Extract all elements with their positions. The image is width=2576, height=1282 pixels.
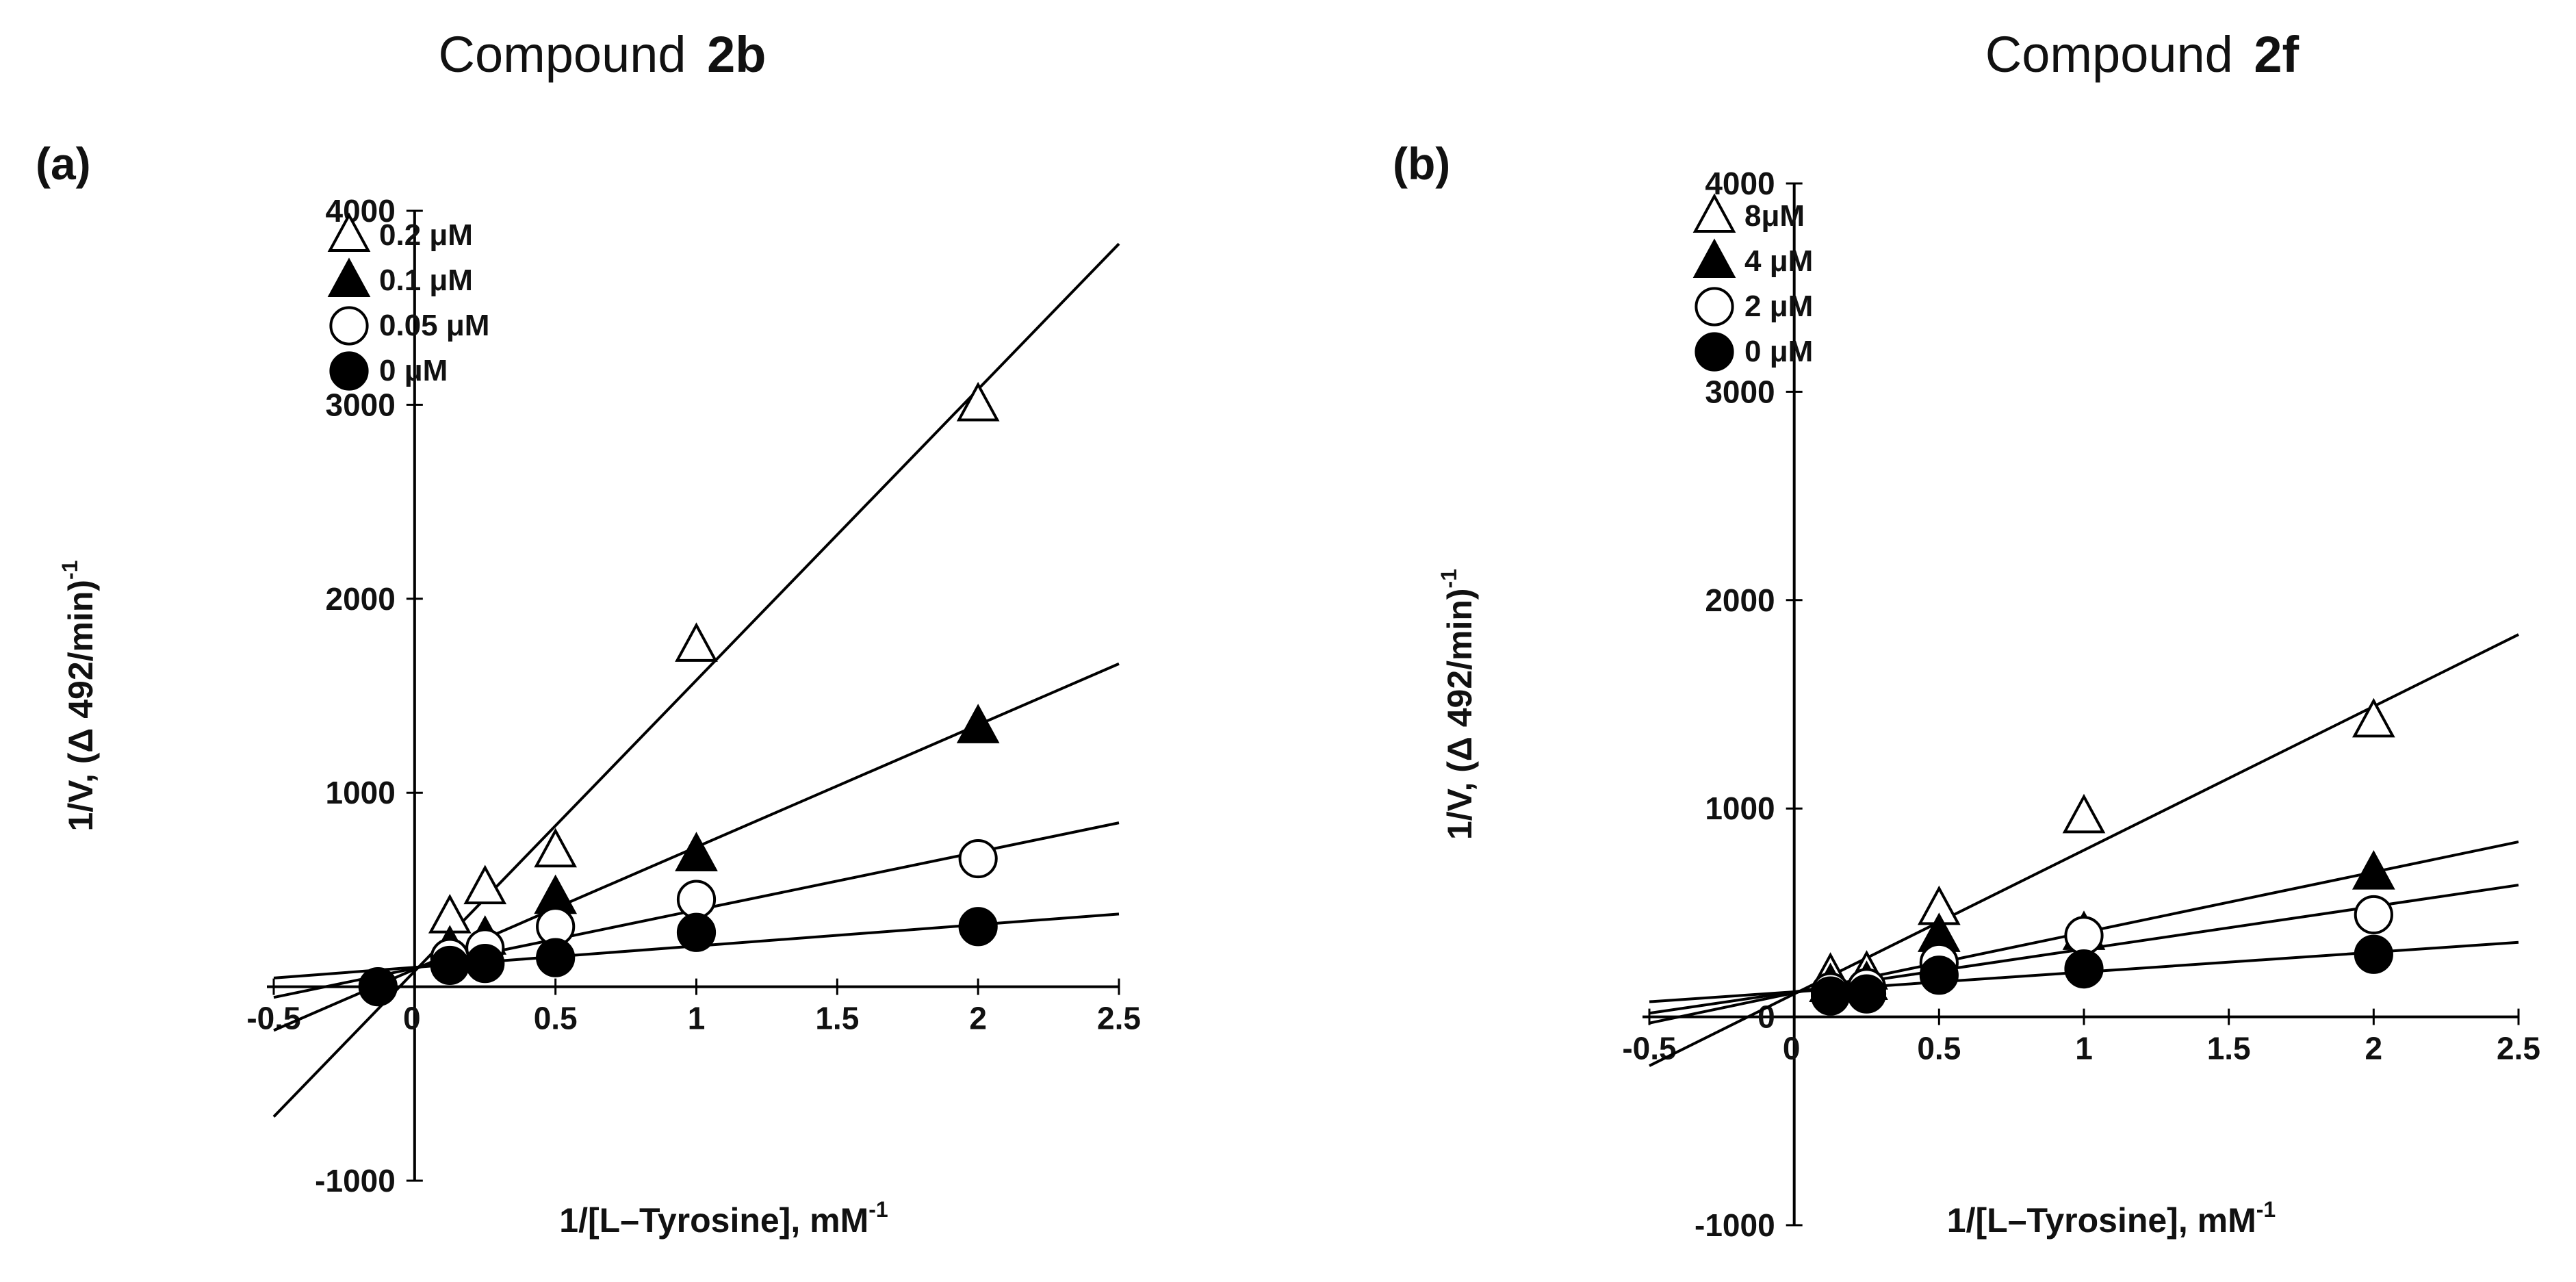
y-tick-label: 3000 — [325, 387, 395, 422]
fit-line-1 — [1649, 633, 2519, 1067]
x-tick-label: 0 — [1783, 1031, 1801, 1066]
chart-title: Compound 2f — [1985, 26, 2300, 83]
data-point-series-4 — [2354, 934, 2393, 974]
legend-label-2: 4 μM — [1744, 244, 1813, 278]
data-point-series-4 — [430, 945, 469, 986]
x-axis-label: 1/[L–Tyrosine], mM-1 — [559, 1197, 888, 1240]
x-axis-label-text: 1/[L–Tyrosine], mM — [559, 1201, 868, 1240]
y-tick-label: 3000 — [1705, 374, 1775, 409]
data-point-series-1 — [534, 828, 578, 868]
data-point-series-4 — [358, 967, 398, 1007]
data-point-series-2 — [675, 832, 718, 871]
chart-title-text: Compound — [439, 26, 701, 83]
x-tick-label: 1.5 — [815, 1001, 859, 1036]
panel-label: (b) — [1393, 138, 1450, 189]
legend-marker-1 — [1692, 193, 1736, 233]
x-tick-label: 0.5 — [534, 1001, 578, 1036]
legend-label-4: 0 μM — [1744, 335, 1813, 368]
data-point-series-1 — [2062, 793, 2106, 834]
data-point-series-3 — [958, 838, 998, 879]
data-point-series-4 — [465, 943, 505, 984]
y-axis-label-sup: -1 — [57, 560, 82, 579]
legend-label-2: 0.1 μM — [379, 264, 473, 297]
panel-label: (a) — [36, 138, 91, 189]
data-point-series-4 — [1846, 974, 1887, 1014]
y-tick-label: 2000 — [325, 581, 395, 617]
data-point-series-1 — [2352, 697, 2395, 738]
x-axis-label-text: 1/[L–Tyrosine], mM — [1947, 1201, 2256, 1240]
x-tick-label: -0.5 — [1622, 1031, 1676, 1066]
y-axis-label: 1/V, (Δ 492/min)-1 — [1437, 569, 1479, 840]
y-tick-label: 1000 — [1705, 791, 1775, 826]
x-tick-label: 0.5 — [1917, 1031, 1961, 1066]
legend-label-1: 0.2 μM — [379, 218, 473, 252]
data-point-series-4 — [536, 938, 576, 977]
legend-marker-3 — [1695, 287, 1734, 326]
data-point-series-4 — [958, 907, 998, 947]
data-point-series-2 — [2352, 849, 2395, 890]
y-tick-label: 2000 — [1705, 582, 1775, 618]
chart-panel-a: Compound 2b (a) -0.5 0 0.5 1 1.5 2 2.5 -1000 1000 2… — [36, 26, 1141, 1240]
chart-title-compound: 2b — [707, 26, 766, 83]
data-point-series-3 — [2354, 895, 2393, 935]
legend-label-1: 8μM — [1744, 199, 1805, 233]
data-point-series-1 — [675, 622, 718, 662]
y-tick-label: 4000 — [1705, 166, 1775, 201]
y-axis-label: 1/V, (Δ 492/min)-1 — [57, 560, 100, 831]
x-axis-label-sup: -1 — [868, 1197, 888, 1222]
chart-panel-b: Compound 2f(b)-0.5 0 0.5 1 1.5 2 2.5-100001000… — [1393, 26, 2540, 1243]
y-tick-label: 4000 — [325, 193, 395, 229]
y-tick-label: -1000 — [1695, 1207, 1775, 1243]
legend-label-3: 0.05 μM — [379, 309, 489, 342]
x-tick-label: 1 — [2075, 1031, 2093, 1066]
x-axis-label: 1/[L–Tyrosine], mM-1 — [1947, 1197, 2276, 1240]
x-tick-label: 2 — [969, 1001, 987, 1036]
x-tick-label: 2.5 — [2497, 1031, 2540, 1066]
chart-title-compound: 2f — [2254, 26, 2299, 83]
legend-marker-1 — [327, 212, 371, 253]
data-point-series-1 — [956, 381, 1000, 422]
y-tick-label: 1000 — [325, 775, 395, 810]
x-axis-label-sup: -1 — [2256, 1197, 2276, 1222]
y-axis-label-text: 1/V, (Δ 492/min) — [1441, 588, 1479, 840]
data-point-series-4 — [2064, 949, 2104, 989]
y-tick-label: -1000 — [315, 1163, 396, 1198]
legend-label-4: 0 μM — [379, 354, 448, 387]
x-tick-label: 1 — [688, 1001, 706, 1036]
legend-marker-2 — [1692, 238, 1736, 279]
data-point-series-3 — [2064, 916, 2104, 956]
data-point-series-3 — [676, 880, 717, 919]
chart-title-text: Compound — [1985, 26, 2247, 83]
y-axis-label-sup: -1 — [1437, 569, 1461, 588]
legend-marker-2 — [327, 257, 371, 298]
data-point-series-4 — [1919, 956, 1959, 995]
x-tick-label: -0.5 — [246, 1001, 300, 1036]
legend-marker-3 — [329, 306, 369, 346]
y-axis-label-text: 1/V, (Δ 492/min) — [62, 580, 100, 832]
data-point-series-2 — [956, 704, 1000, 743]
data-point-series-1 — [463, 864, 507, 905]
x-tick-label: 2 — [2365, 1031, 2383, 1066]
legend-marker-4 — [329, 351, 369, 391]
x-tick-label: 0 — [403, 1001, 421, 1036]
legend-label-3: 2 μM — [1744, 290, 1813, 323]
x-tick-label: 2.5 — [1097, 1001, 1141, 1036]
legend-marker-4 — [1695, 332, 1734, 372]
chart-title: Compound 2b — [439, 26, 767, 83]
data-point-series-4 — [1810, 976, 1851, 1016]
data-point-series-4 — [676, 912, 717, 952]
x-tick-label: 1.5 — [2207, 1031, 2251, 1066]
